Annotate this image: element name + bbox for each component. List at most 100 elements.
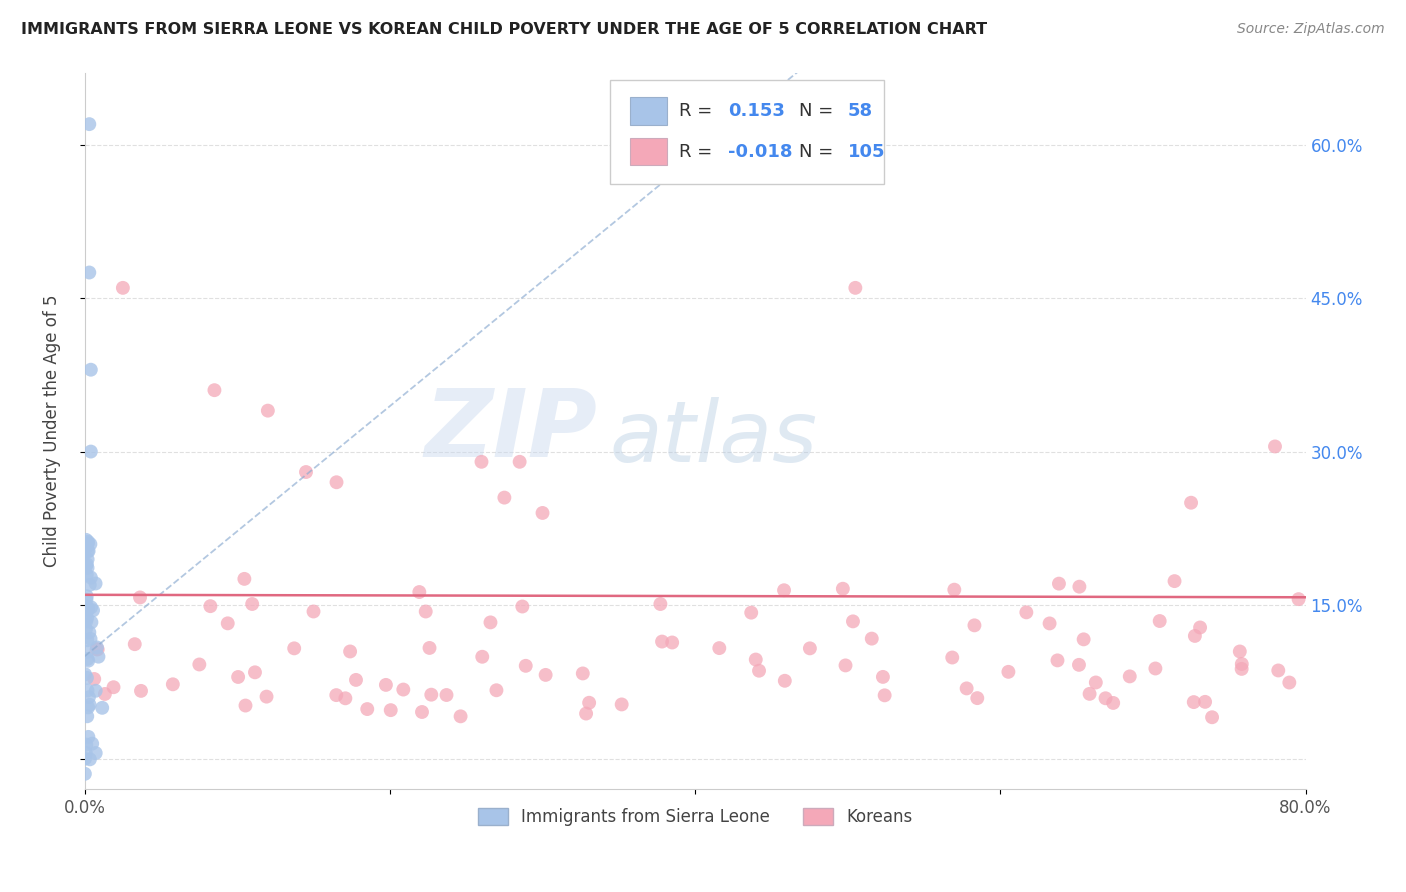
- Point: [709, 641, 731, 656]
- Text: R =: R =: [679, 102, 718, 120]
- Y-axis label: Child Poverty Under the Age of 5: Child Poverty Under the Age of 5: [44, 295, 60, 567]
- Point: [963, 618, 986, 632]
- Point: [86, 640, 108, 655]
- Point: [79, 578, 101, 592]
- Point: [860, 632, 883, 646]
- Point: [773, 583, 796, 598]
- Text: atlas: atlas: [610, 397, 818, 480]
- Point: [418, 640, 440, 655]
- Point: [76, 567, 98, 582]
- Point: [80, 362, 103, 376]
- Point: [831, 582, 853, 596]
- Text: ZIP: ZIP: [425, 385, 598, 477]
- Point: [745, 652, 768, 666]
- Point: [1149, 614, 1171, 628]
- Point: [79, 752, 101, 766]
- Text: R =: R =: [679, 143, 718, 161]
- Bar: [630, 138, 666, 165]
- Point: [325, 688, 347, 702]
- Point: [1084, 675, 1107, 690]
- Point: [380, 703, 402, 717]
- Point: [75, 592, 97, 607]
- Point: [80, 600, 103, 615]
- Point: [124, 637, 146, 651]
- Text: N =: N =: [799, 102, 839, 120]
- Point: [76, 709, 98, 723]
- Point: [415, 605, 437, 619]
- Point: [1069, 580, 1091, 594]
- Point: [356, 702, 378, 716]
- Point: [1229, 644, 1251, 658]
- Point: [1067, 657, 1090, 672]
- Point: [76, 561, 98, 575]
- Point: [1119, 669, 1142, 683]
- Point: [76, 671, 98, 685]
- Point: [79, 265, 101, 279]
- Point: [243, 665, 266, 680]
- Point: [76, 683, 98, 698]
- Point: [471, 649, 494, 664]
- Point: [1278, 675, 1301, 690]
- Point: [1047, 576, 1070, 591]
- Text: IMMIGRANTS FROM SIERRA LEONE VS KOREAN CHILD POVERTY UNDER THE AGE OF 5 CORRELAT: IMMIGRANTS FROM SIERRA LEONE VS KOREAN C…: [21, 22, 987, 37]
- Point: [84, 746, 107, 760]
- Point: [534, 668, 557, 682]
- Point: [531, 506, 554, 520]
- Point: [1182, 695, 1205, 709]
- Point: [515, 658, 537, 673]
- Text: 58: 58: [848, 102, 873, 120]
- Point: [873, 689, 896, 703]
- Point: [233, 572, 256, 586]
- Point: [1264, 440, 1286, 454]
- Point: [76, 589, 98, 603]
- Point: [1039, 616, 1062, 631]
- Point: [75, 623, 97, 637]
- Point: [956, 681, 979, 696]
- Point: [335, 691, 357, 706]
- Point: [76, 633, 98, 648]
- Point: [77, 544, 100, 558]
- Point: [79, 698, 101, 712]
- Point: [283, 641, 305, 656]
- Point: [578, 696, 600, 710]
- Legend: Immigrants from Sierra Leone, Koreans: Immigrants from Sierra Leone, Koreans: [470, 800, 921, 835]
- Point: [76, 645, 98, 659]
- Point: [226, 670, 249, 684]
- Point: [76, 652, 98, 666]
- Point: [997, 665, 1019, 679]
- Point: [344, 673, 367, 687]
- Point: [87, 649, 110, 664]
- Point: [75, 558, 97, 572]
- Point: [76, 600, 98, 615]
- Point: [256, 690, 278, 704]
- Point: [77, 654, 100, 668]
- Point: [75, 746, 97, 760]
- Point: [450, 709, 472, 723]
- Point: [91, 701, 114, 715]
- Point: [84, 576, 107, 591]
- Point: [941, 650, 963, 665]
- Point: [84, 683, 107, 698]
- Point: [86, 642, 108, 657]
- Point: [73, 767, 96, 781]
- Point: [1046, 653, 1069, 667]
- Point: [73, 599, 96, 613]
- Point: [408, 585, 430, 599]
- Point: [76, 552, 98, 566]
- Point: [77, 536, 100, 550]
- Point: [411, 705, 433, 719]
- Point: [75, 667, 97, 681]
- Point: [773, 673, 796, 688]
- Point: [1230, 657, 1253, 671]
- Point: [188, 657, 211, 672]
- Point: [295, 465, 318, 479]
- Point: [1078, 687, 1101, 701]
- Point: [572, 666, 595, 681]
- Point: [77, 601, 100, 615]
- Text: N =: N =: [799, 143, 839, 161]
- Point: [75, 538, 97, 552]
- Point: [748, 664, 770, 678]
- Text: 0.153: 0.153: [728, 102, 785, 120]
- Point: [77, 690, 100, 705]
- Point: [82, 603, 104, 617]
